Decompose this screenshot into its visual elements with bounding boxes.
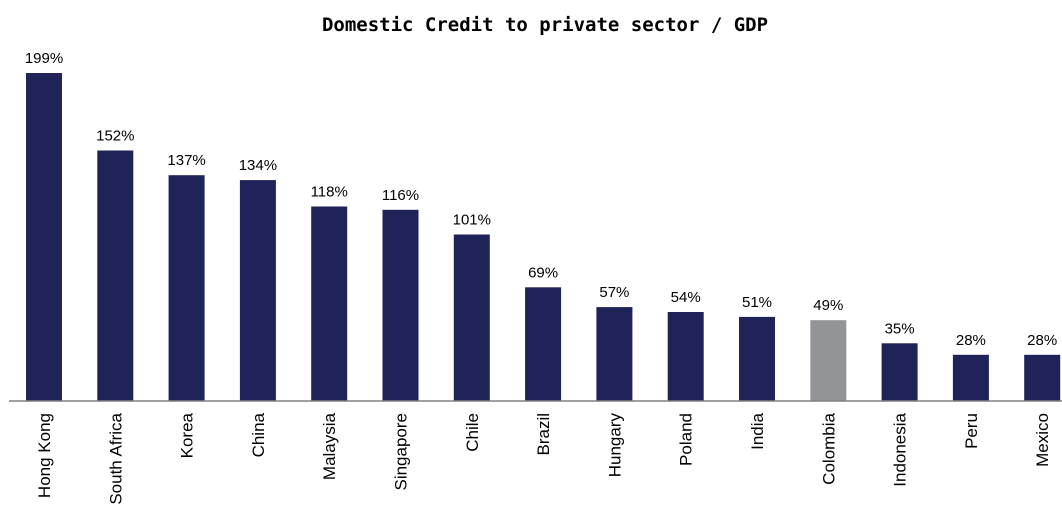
category-label: South Africa xyxy=(106,412,125,504)
bar-mexico xyxy=(1024,354,1061,401)
bar-indonesia xyxy=(881,343,918,401)
category-labels-group: Hong Kong South Africa Korea China Malaysia S… xyxy=(35,412,1052,504)
bar-india xyxy=(739,316,775,401)
value-label: 199% xyxy=(25,50,63,67)
bar-korea xyxy=(168,175,205,401)
value-label: 134% xyxy=(239,157,277,174)
bar-singapore xyxy=(382,209,419,401)
category-label: Singapore xyxy=(392,413,411,491)
category-label: Korea xyxy=(178,412,197,458)
bar-poland xyxy=(667,312,704,401)
value-label: 137% xyxy=(167,152,205,169)
value-label: 54% xyxy=(671,289,701,306)
bar-malaysia xyxy=(311,206,348,401)
bar-chile xyxy=(453,234,490,401)
category-label: Hong Kong xyxy=(35,413,54,498)
category-label: Malaysia xyxy=(320,412,339,480)
value-label: 152% xyxy=(96,128,134,145)
category-label: Hungary xyxy=(605,413,624,478)
bar-china xyxy=(239,180,276,401)
value-label: 51% xyxy=(742,294,772,311)
value-label: 116% xyxy=(382,187,419,204)
category-label: Peru xyxy=(962,413,981,449)
category-label: Mexico xyxy=(1033,413,1052,467)
category-label: Chile xyxy=(463,413,482,452)
value-label: 57% xyxy=(599,284,629,301)
bar-hong-kong xyxy=(26,73,62,401)
value-label: 28% xyxy=(1027,332,1057,349)
bar-colombia xyxy=(810,320,847,401)
value-labels-group: 199% 152% 137% 134% 118% 116% 101% 69% 57% 54% 51%… xyxy=(25,50,1057,349)
bars-group xyxy=(26,73,1061,401)
bar-hungary xyxy=(596,307,633,401)
value-label: 118% xyxy=(311,184,348,201)
value-label: 101% xyxy=(453,212,491,229)
category-label: Colombia xyxy=(819,412,838,484)
category-label: Indonesia xyxy=(891,412,910,486)
bar-south-africa xyxy=(97,150,134,401)
category-label: Brazil xyxy=(534,413,553,456)
category-label: China xyxy=(249,412,268,457)
bar-brazil xyxy=(525,287,562,401)
category-label: Poland xyxy=(677,413,696,466)
bar-peru xyxy=(952,354,989,401)
category-label: India xyxy=(748,412,767,449)
value-label: 35% xyxy=(885,320,915,337)
value-label: 28% xyxy=(956,332,986,349)
chart-title: Domestic Credit to private sector / GDP xyxy=(321,14,769,36)
value-label: 49% xyxy=(813,297,843,314)
value-label: 69% xyxy=(528,264,558,281)
